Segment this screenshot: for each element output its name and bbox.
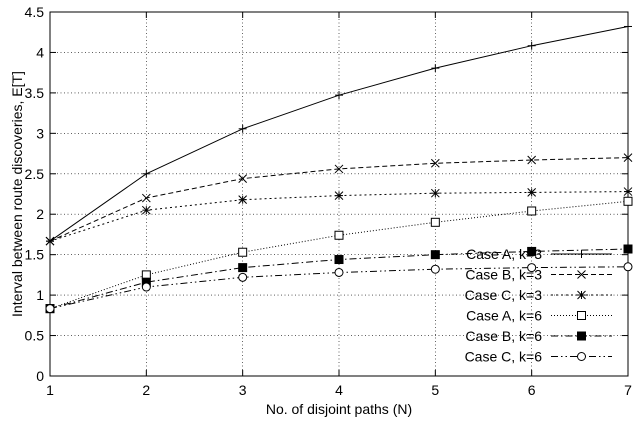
data-point bbox=[623, 196, 633, 206]
x-tick-label: 1 bbox=[46, 382, 54, 398]
data-point bbox=[45, 304, 55, 314]
data-point bbox=[527, 206, 537, 216]
data-point bbox=[334, 164, 344, 174]
x-tick-label: 2 bbox=[142, 382, 150, 398]
legend-entry: Case B, k=6 bbox=[465, 328, 612, 344]
data-point bbox=[527, 263, 537, 273]
data-point bbox=[623, 244, 633, 254]
data-point bbox=[527, 246, 537, 256]
data-point bbox=[624, 22, 632, 31]
legend-entry: Case C, k=6 bbox=[465, 349, 612, 365]
x-tick-label: 3 bbox=[239, 382, 247, 398]
x-tick-label: 6 bbox=[528, 382, 536, 398]
data-point bbox=[238, 247, 248, 257]
y-tick-label: 0 bbox=[36, 368, 44, 384]
data-point bbox=[334, 230, 344, 240]
legend-label: Case A, k=6 bbox=[466, 308, 542, 324]
legend-label: Case C, k=6 bbox=[465, 349, 543, 365]
legend-label: Case A, k=3 bbox=[466, 246, 542, 262]
data-point bbox=[430, 217, 440, 227]
legend-entry: Case A, k=3 bbox=[466, 246, 612, 262]
data-point bbox=[238, 272, 248, 282]
y-tick-label: 4.5 bbox=[25, 4, 45, 20]
series-6 bbox=[45, 262, 633, 314]
legend-label: Case B, k=6 bbox=[465, 328, 542, 344]
data-point bbox=[334, 255, 344, 265]
legend-marker bbox=[577, 250, 586, 258]
legend-entry: Case A, k=6 bbox=[466, 308, 612, 324]
y-tick-label: 1.5 bbox=[25, 247, 45, 263]
legend: Case A, k=3 Case B, k=3 Case C, k=3 Case A,… bbox=[465, 246, 612, 365]
data-point bbox=[527, 188, 537, 197]
data-point bbox=[141, 205, 151, 215]
y-tick-label: 0.5 bbox=[25, 328, 45, 344]
y-tick-label: 1 bbox=[36, 287, 44, 303]
legend-label: Case B, k=3 bbox=[465, 267, 542, 283]
x-axis-label: No. of disjoint paths (N) bbox=[266, 401, 412, 417]
data-point bbox=[45, 236, 55, 246]
x-tick-label: 4 bbox=[335, 382, 343, 398]
legend-marker bbox=[577, 290, 586, 300]
y-axis-label: Interval between route discoveries, E[T] bbox=[9, 71, 25, 317]
legend-marker bbox=[577, 270, 586, 279]
legend-entry: Case C, k=3 bbox=[465, 287, 612, 303]
data-point bbox=[142, 169, 151, 178]
y-tick-label: 2.5 bbox=[25, 166, 45, 182]
legend-marker bbox=[577, 331, 586, 341]
legend-marker bbox=[577, 352, 586, 361]
y-tick-label: 3.5 bbox=[25, 85, 45, 101]
data-point bbox=[527, 155, 537, 165]
y-tick-label: 4 bbox=[36, 44, 44, 60]
data-point bbox=[623, 153, 633, 162]
data-point bbox=[141, 193, 151, 203]
data-point bbox=[430, 158, 440, 168]
series-3 bbox=[45, 187, 633, 246]
data-point bbox=[238, 174, 248, 183]
y-tick-label: 3 bbox=[36, 125, 44, 141]
data-point bbox=[238, 195, 248, 205]
legend-marker bbox=[577, 311, 586, 320]
data-point bbox=[334, 267, 344, 277]
data-point bbox=[334, 191, 344, 200]
data-point bbox=[527, 41, 536, 50]
y-tick-label: 2 bbox=[36, 206, 44, 222]
data-point bbox=[238, 124, 247, 133]
x-tick-label: 5 bbox=[431, 382, 439, 398]
legend-entry: Case B, k=3 bbox=[465, 267, 612, 283]
data-point bbox=[431, 64, 440, 73]
data-point bbox=[623, 262, 633, 272]
data-point bbox=[141, 282, 151, 292]
data-point bbox=[430, 188, 440, 198]
x-tick-label: 7 bbox=[624, 382, 632, 398]
data-point bbox=[430, 250, 440, 260]
data-point bbox=[430, 264, 440, 274]
series-group bbox=[45, 22, 633, 314]
data-point bbox=[623, 187, 633, 196]
data-point bbox=[335, 91, 343, 100]
series-2 bbox=[45, 153, 633, 246]
legend-label: Case C, k=3 bbox=[465, 287, 543, 303]
data-point bbox=[238, 263, 248, 273]
